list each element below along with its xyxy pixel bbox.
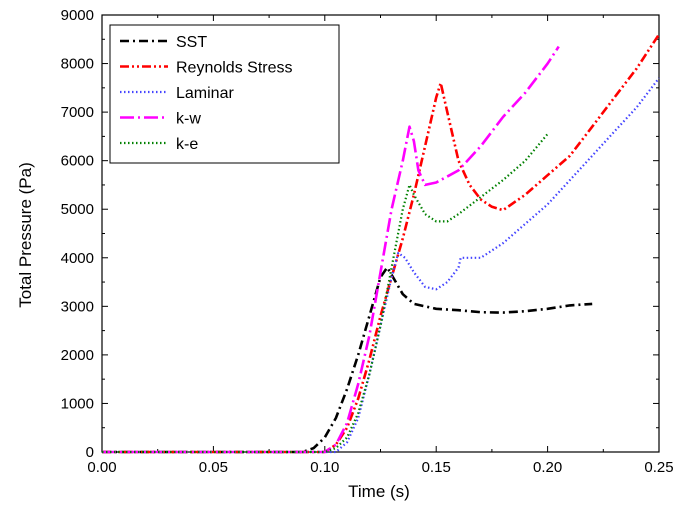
y-tick-label: 4000	[61, 250, 94, 267]
y-tick-label: 7000	[61, 104, 94, 121]
series-line-sst	[102, 266, 593, 454]
legend-label: Laminar	[176, 85, 234, 102]
series-line-reynolds-stress	[102, 33, 661, 454]
axis-ticks: 0.00 0.05 0.10 0.15 0.20 0.25 0 1000 2000 3000 400…	[61, 7, 674, 476]
legend-label: k-e	[176, 136, 198, 153]
x-tick-label: 0.10	[310, 459, 339, 476]
legend: SST Reynolds Stress Laminar k-w k-e	[109, 24, 340, 164]
legend-label: SST	[176, 34, 207, 51]
legend-label: k-w	[176, 111, 201, 128]
legend-label: Reynolds Stress	[176, 60, 293, 77]
x-axis-label: Time (s)	[348, 482, 410, 501]
series-lines	[102, 33, 661, 454]
x-tick-label: 0.25	[644, 459, 673, 476]
x-tick-label: 0.20	[533, 459, 562, 476]
y-tick-label: 2000	[61, 347, 94, 364]
y-tick-label: 9000	[61, 7, 94, 24]
series-line-laminar	[102, 77, 660, 454]
legend-box	[109, 24, 340, 164]
x-tick-label: 0.15	[422, 459, 451, 476]
y-tick-label: 3000	[61, 298, 94, 315]
series-line-k-e	[102, 133, 549, 454]
y-tick-label: 1000	[61, 395, 94, 412]
y-tick-label: 6000	[61, 153, 94, 170]
x-tick-label: 0.00	[87, 459, 116, 476]
y-tick-label: 0	[86, 444, 94, 461]
y-axis-label: Total Pressure (Pa)	[16, 162, 35, 308]
y-tick-label: 8000	[61, 56, 94, 73]
series-line-k-w	[102, 45, 560, 454]
x-tick-label: 0.05	[199, 459, 228, 476]
y-tick-label: 5000	[61, 201, 94, 218]
